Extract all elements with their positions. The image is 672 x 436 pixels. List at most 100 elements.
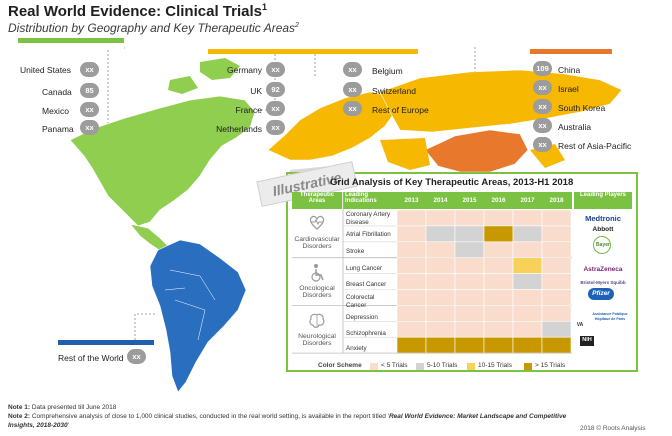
grid-cell — [541, 225, 572, 243]
country-france: France — [235, 105, 262, 115]
north-america-shape — [69, 95, 256, 227]
canada-count-badge: 85 — [80, 83, 99, 98]
year-2013: 2013 — [404, 197, 419, 204]
mexico-count-badge: xx — [80, 102, 99, 117]
panama-count-badge: xx — [80, 120, 99, 135]
grid-cell — [512, 257, 543, 274]
grid-cell — [512, 241, 543, 259]
country-netherlands: Netherlands — [216, 124, 262, 134]
country-united-states: United States — [20, 65, 72, 75]
grid-cell — [425, 336, 456, 354]
indication-schizophrenia: Schizophrenia — [346, 330, 386, 337]
country-uk: UK — [250, 86, 262, 96]
area-cardiovascular: Cardiovascular Disorders — [294, 236, 340, 250]
grid-cell — [454, 273, 485, 290]
grid-cell — [454, 209, 485, 227]
country-australia: Australia — [558, 122, 592, 132]
country-canada: Canada — [42, 87, 72, 97]
rest-of-world-count-badge: xx — [127, 349, 146, 364]
page-subtitle: Distribution by Geography and Key Therap… — [8, 21, 299, 35]
logo-pfizer-bg — [588, 288, 614, 300]
indication-atrial-fibrillation: Atrial Fibrillation — [346, 231, 391, 238]
united-states-count-badge: xx — [80, 62, 99, 77]
grid-cell — [396, 273, 427, 290]
logo-va: VA — [576, 322, 584, 328]
grid-cell — [396, 257, 427, 274]
grid-cell — [483, 336, 514, 354]
grid-cell — [425, 320, 456, 338]
grid-cell — [512, 273, 543, 290]
indication-depression: Depression — [346, 314, 378, 321]
rest-of-europe-count-badge: xx — [343, 101, 362, 116]
grid-cell — [541, 320, 572, 338]
switzerland-count-badge: xx — [343, 82, 362, 97]
grid-cell — [396, 336, 427, 354]
country-china: China — [558, 65, 581, 75]
region-rest-of-asia-pacific: Rest of Asia-Pacific — [558, 141, 632, 151]
south-america-shape — [149, 239, 247, 393]
asia-pacific-bar — [530, 49, 612, 54]
indication-colorectal-cancer: Colorectal Cancer — [346, 294, 375, 309]
grid-cell — [454, 320, 485, 338]
grid-cell — [512, 209, 543, 227]
logo-nih-box — [580, 336, 594, 346]
logo-bristol-myers-squibb: Bristol-Myers Squibb — [580, 280, 626, 285]
note-1: Note 1: Data presented till June 2018 — [8, 404, 117, 411]
logo-medtronic: Medtronic — [585, 214, 621, 223]
header-leading-indications: Leading Indications — [343, 192, 397, 209]
logo-pfizer: Pfizer — [592, 290, 610, 297]
belgium-count-badge: xx — [343, 62, 362, 77]
israel-count-badge: xx — [533, 80, 552, 95]
grid-cell — [541, 273, 572, 290]
grid-cell — [425, 241, 456, 259]
grid-cell — [541, 289, 572, 306]
legend-under-5: < 5 Trials — [381, 362, 408, 369]
grid-cell — [483, 320, 514, 338]
grid-cell — [454, 289, 485, 306]
grid-cell — [454, 241, 485, 259]
grid-cell — [541, 209, 572, 227]
grid-cell — [396, 289, 427, 306]
grid-cell — [425, 257, 456, 274]
indication-lung-cancer: Lung Cancer — [346, 265, 383, 272]
grid-cell — [541, 257, 572, 274]
country-belgium: Belgium — [372, 66, 403, 76]
grid-cell — [483, 241, 514, 259]
year-2016: 2016 — [491, 197, 506, 204]
year-2017: 2017 — [520, 197, 535, 204]
legend-swatch-under-5 — [370, 363, 378, 370]
logo-nih: NIH — [582, 337, 592, 343]
grid-cell — [396, 225, 427, 243]
grid-cell — [512, 225, 543, 243]
country-israel: Israel — [558, 84, 579, 94]
rest-of-asia-pacific-count-badge: xx — [533, 137, 552, 152]
china-count-badge: 109 — [533, 61, 552, 76]
area-oncological: Oncological Disorders — [299, 285, 335, 299]
grid-cell — [512, 336, 543, 354]
indication-breast-cancer: Breast Cancer — [346, 281, 387, 288]
year-2018: 2018 — [549, 197, 564, 204]
grid-cell — [541, 336, 572, 354]
brain-icon — [309, 313, 325, 328]
year-2015: 2015 — [462, 197, 477, 204]
logo-abbott: Abbott — [592, 226, 614, 233]
netherlands-count-badge: xx — [266, 120, 285, 135]
country-south-korea: South Korea — [558, 103, 606, 113]
note-2: Note 2: Comprehensive analysis of close … — [8, 413, 567, 420]
north-america-bar — [18, 38, 124, 43]
logo-aphp: Assistance Publique Hôpitaux de Paris — [592, 312, 628, 321]
page-title: Real World Evidence: Clinical Trials1 — [8, 2, 267, 20]
wheelchair-icon — [311, 264, 324, 282]
south-america-bar — [58, 340, 154, 345]
north-asia-shape — [379, 69, 623, 133]
header-leading-players: Leading Players — [574, 192, 632, 209]
legend-swatch-5-10 — [416, 363, 424, 370]
area-neurological: Neurological Disorders — [298, 333, 336, 347]
logo-bayer: Bayer — [596, 242, 610, 248]
grid-cell — [512, 320, 543, 338]
grid-cell — [483, 273, 514, 290]
note-2-continued: Insights, 2018-2030' — [8, 422, 69, 429]
year-2014: 2014 — [433, 197, 448, 204]
